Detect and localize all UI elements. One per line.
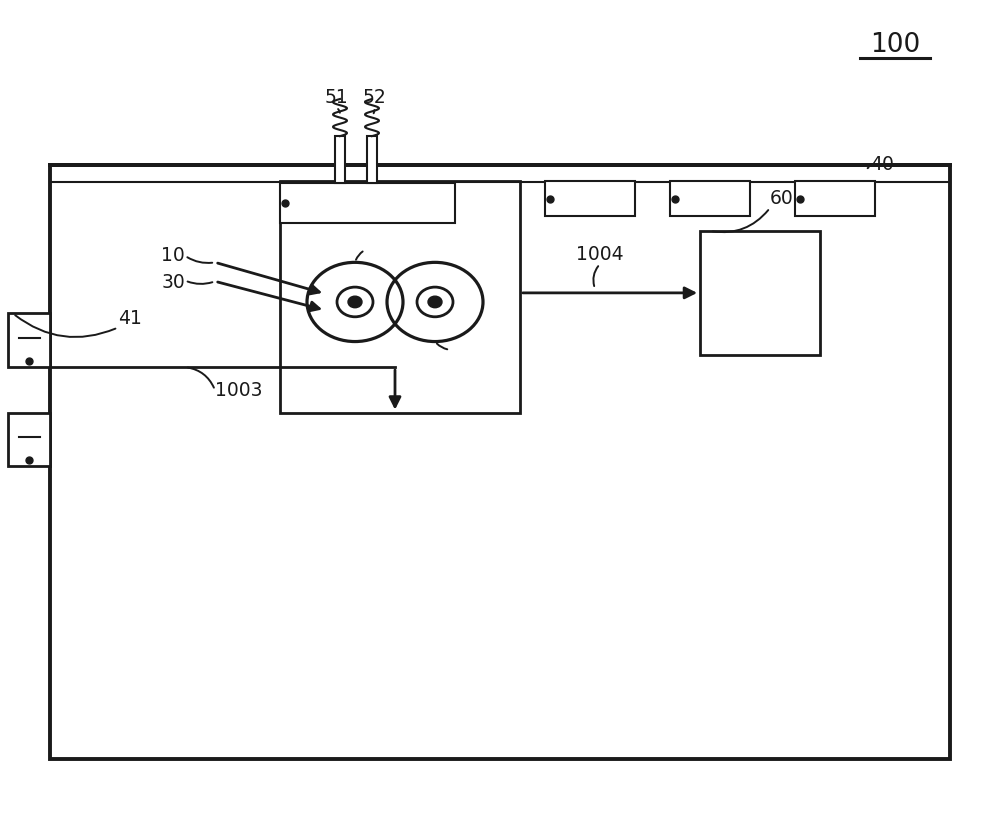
Text: 10: 10 bbox=[161, 246, 185, 266]
Text: 311: 311 bbox=[347, 231, 383, 250]
Text: 100: 100 bbox=[870, 32, 920, 59]
Text: 1004: 1004 bbox=[576, 245, 624, 264]
Circle shape bbox=[428, 296, 442, 308]
Bar bbox=[280, 182, 520, 412]
Bar bbox=[280, 183, 455, 223]
Bar bbox=[545, 182, 635, 216]
Text: 321: 321 bbox=[432, 350, 468, 369]
Bar bbox=[795, 182, 875, 216]
Bar bbox=[367, 136, 377, 183]
Text: 52: 52 bbox=[362, 88, 386, 107]
Text: 41: 41 bbox=[118, 309, 142, 328]
Circle shape bbox=[348, 296, 362, 308]
Bar bbox=[8, 314, 50, 367]
Bar bbox=[50, 165, 950, 759]
Text: 60: 60 bbox=[770, 189, 794, 208]
Text: 1003: 1003 bbox=[215, 380, 262, 400]
Bar bbox=[8, 412, 50, 466]
Text: 51: 51 bbox=[324, 88, 348, 107]
Bar bbox=[700, 231, 820, 355]
Bar bbox=[335, 136, 345, 183]
Bar bbox=[670, 182, 750, 216]
Text: 30: 30 bbox=[161, 272, 185, 292]
Text: 40: 40 bbox=[870, 155, 894, 175]
